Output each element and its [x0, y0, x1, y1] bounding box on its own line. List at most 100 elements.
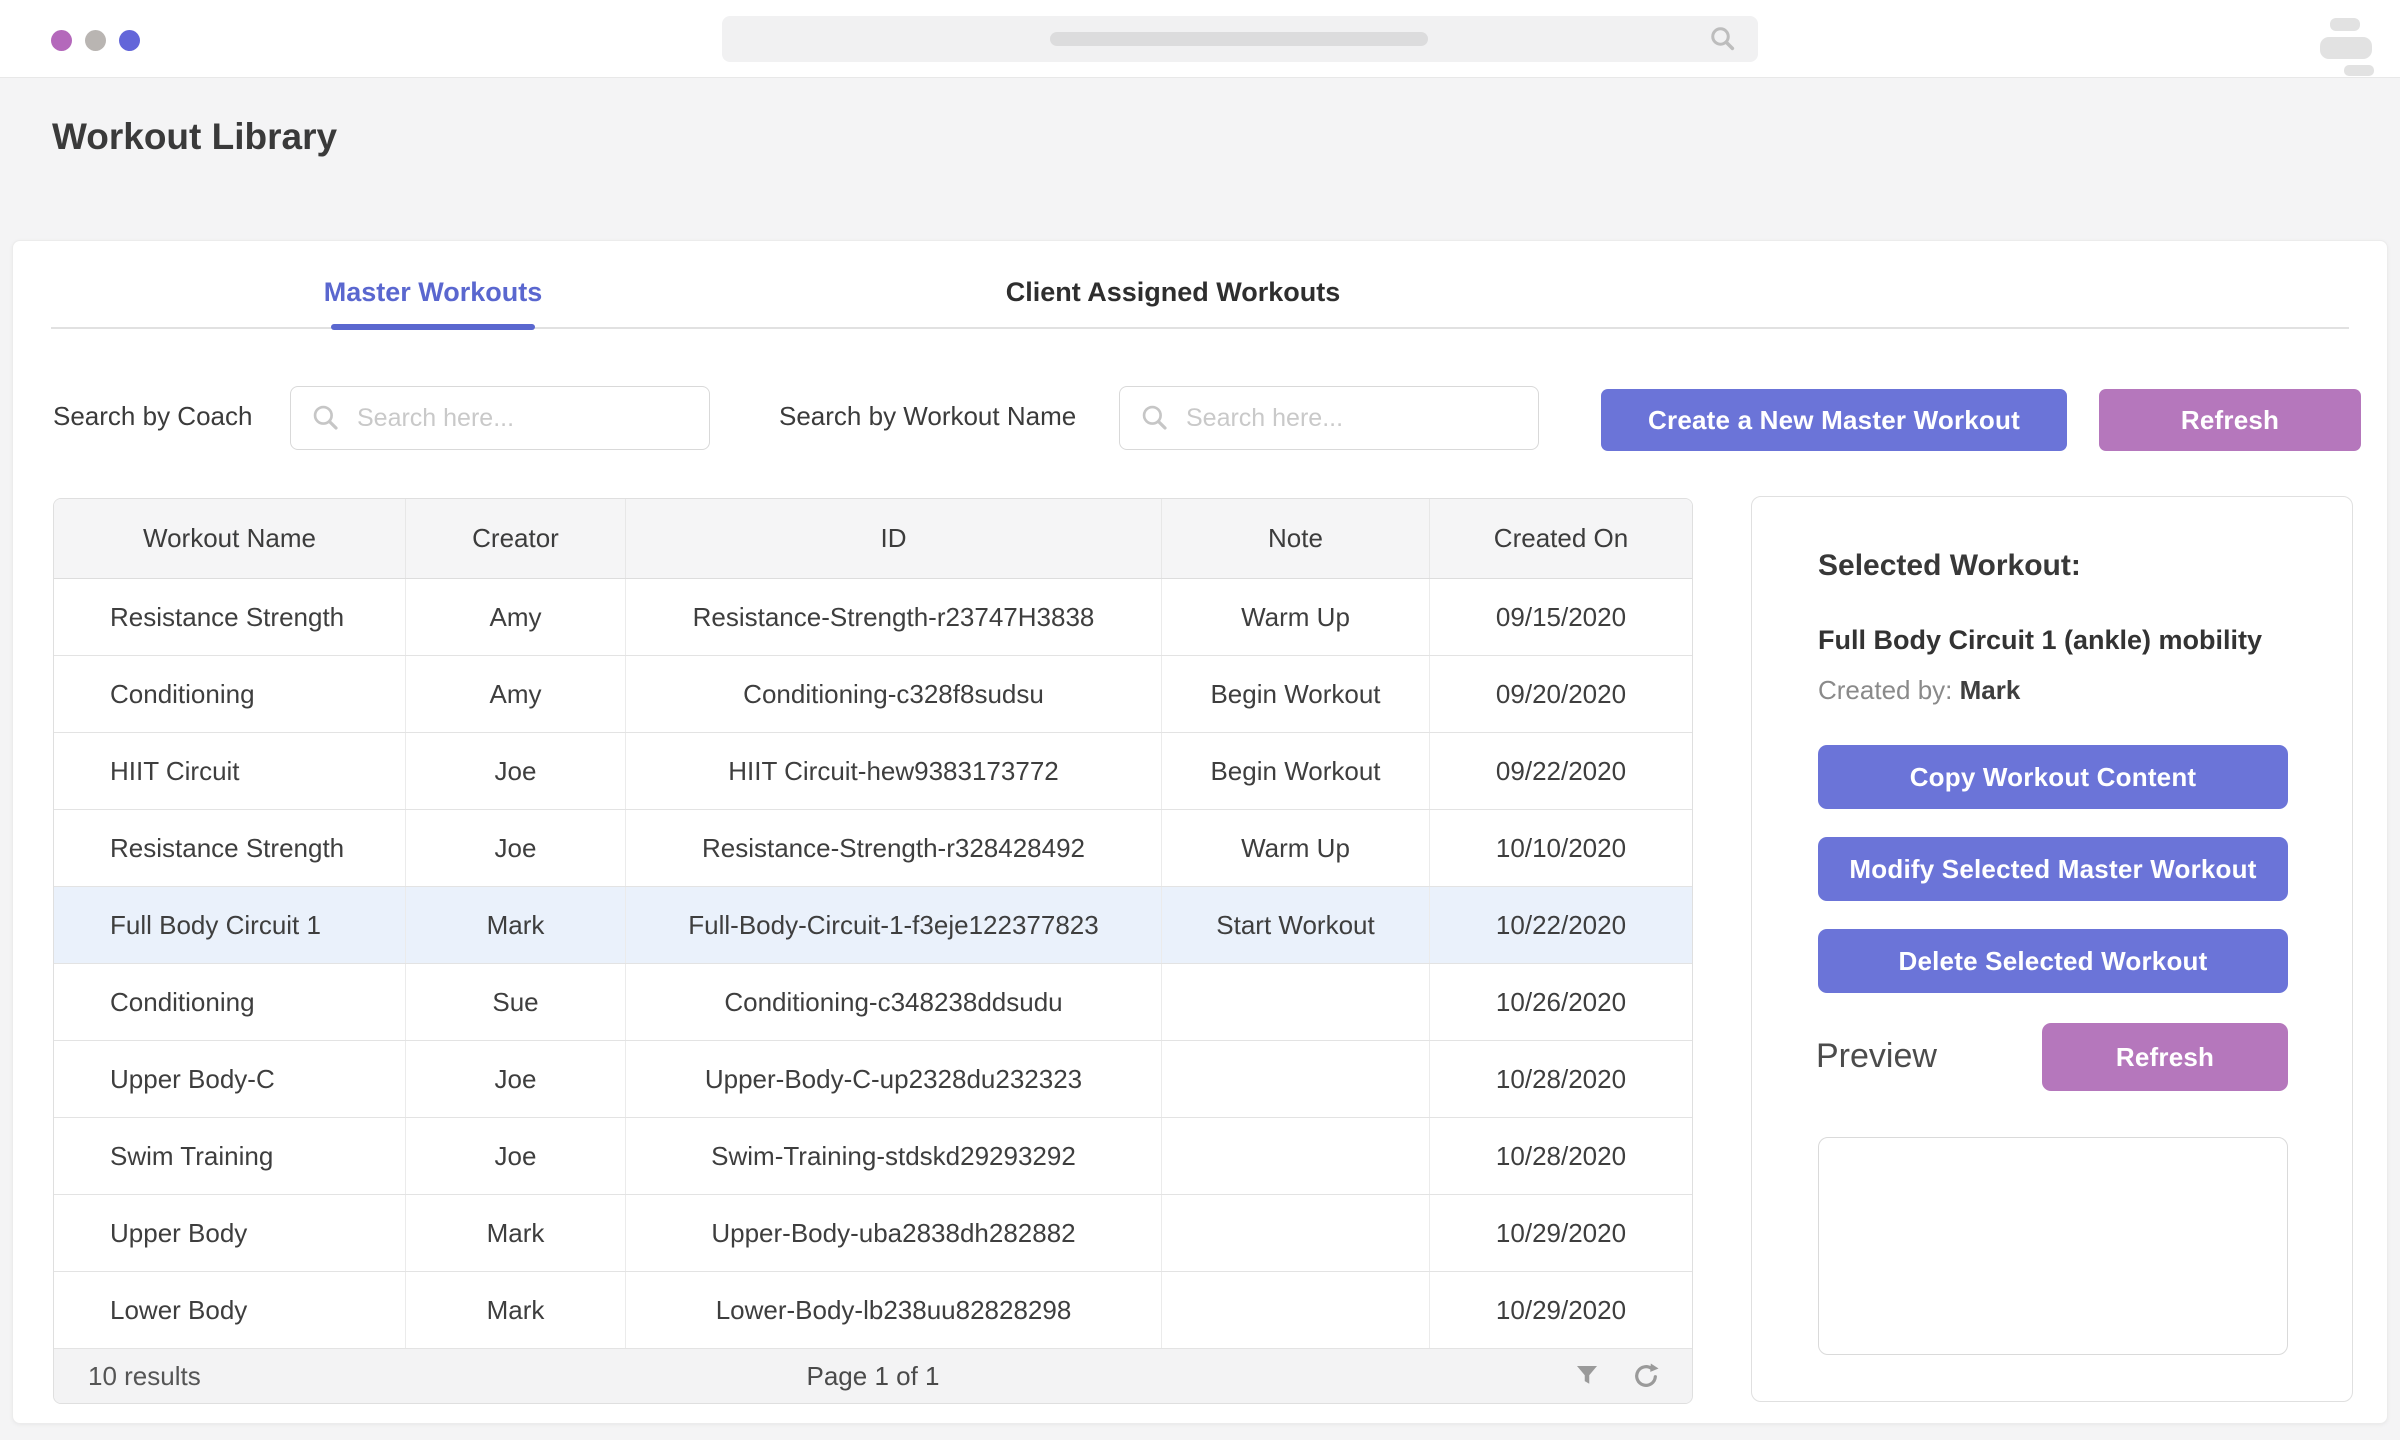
create-master-workout-button[interactable]: Create a New Master Workout: [1601, 389, 2067, 451]
table-cell: Conditioning-c328f8sudsu: [626, 656, 1162, 732]
table-row[interactable]: Lower BodyMarkLower-Body-lb238uu82828298…: [54, 1272, 1692, 1349]
refresh-button[interactable]: Refresh: [2099, 389, 2361, 451]
filter-icon[interactable]: [1572, 1361, 1602, 1391]
search-by-coach-label: Search by Coach: [53, 401, 252, 432]
address-placeholder-bar: [1050, 32, 1428, 46]
table-cell: Lower Body: [54, 1272, 406, 1348]
created-by-label: Created by:: [1818, 675, 1952, 705]
reload-icon[interactable]: [1630, 1360, 1662, 1392]
table-footer: 10 results Page 1 of 1: [54, 1349, 1692, 1403]
menu-bar: [2344, 65, 2374, 76]
tab-master-workouts[interactable]: Master Workouts: [283, 277, 583, 308]
search-icon: [1139, 402, 1171, 439]
window-control-dot-1[interactable]: [51, 30, 72, 51]
table-cell: Conditioning: [54, 964, 406, 1040]
table-row-selected[interactable]: Full Body Circuit 1MarkFull-Body-Circuit…: [54, 887, 1692, 964]
selected-workout-name: Full Body Circuit 1 (ankle) mobility: [1818, 625, 2262, 656]
table-cell: Joe: [406, 1118, 626, 1194]
table-cell: HIIT Circuit-hew9383173772: [626, 733, 1162, 809]
table-cell: Resistance-Strength-r23747H3838: [626, 579, 1162, 655]
column-header: Workout Name: [54, 499, 406, 578]
preview-label: Preview: [1816, 1037, 1937, 1076]
table-row[interactable]: Upper Body-CJoeUpper-Body-C-up2328du2323…: [54, 1041, 1692, 1118]
table-cell: HIIT Circuit: [54, 733, 406, 809]
table-row[interactable]: Upper BodyMarkUpper-Body-uba2838dh282882…: [54, 1195, 1692, 1272]
search-icon: [310, 402, 342, 439]
table-row[interactable]: Swim TrainingJoeSwim-Training-stdskd2929…: [54, 1118, 1692, 1195]
copy-workout-content-button[interactable]: Copy Workout Content: [1818, 745, 2288, 809]
workout-search-box: [1119, 386, 1539, 450]
table-cell: Upper Body-C: [54, 1041, 406, 1117]
table-cell: Resistance Strength: [54, 810, 406, 886]
table-cell: Joe: [406, 1041, 626, 1117]
table-cell: [1162, 1272, 1430, 1348]
table-cell: 10/28/2020: [1430, 1041, 1692, 1117]
table-cell: Full Body Circuit 1: [54, 887, 406, 963]
table-cell: 10/22/2020: [1430, 887, 1692, 963]
table-cell: Resistance-Strength-r328428492: [626, 810, 1162, 886]
page-title: Workout Library: [52, 116, 337, 158]
table-row[interactable]: Resistance StrengthAmyResistance-Strengt…: [54, 579, 1692, 656]
table-cell: 10/29/2020: [1430, 1195, 1692, 1271]
table-cell: Joe: [406, 733, 626, 809]
table-cell: 09/15/2020: [1430, 579, 1692, 655]
search-by-workout-name-label: Search by Workout Name: [779, 401, 1076, 432]
table-cell: [1162, 1118, 1430, 1194]
menu-bar: [2330, 18, 2360, 31]
preview-box: [1818, 1137, 2288, 1355]
workouts-table: Workout NameCreatorIDNoteCreated On Resi…: [53, 498, 1693, 1404]
table-cell: 10/10/2020: [1430, 810, 1692, 886]
menu-icon[interactable]: [2320, 18, 2378, 76]
window-control-dot-3[interactable]: [119, 30, 140, 51]
table-cell: Full-Body-Circuit-1-f3eje122377823: [626, 887, 1162, 963]
workout-library-card: Master Workouts Client Assigned Workouts…: [12, 240, 2388, 1424]
table-cell: Amy: [406, 656, 626, 732]
search-icon: [1708, 24, 1738, 59]
table-row[interactable]: Resistance StrengthJoeResistance-Strengt…: [54, 810, 1692, 887]
table-cell: 10/28/2020: [1430, 1118, 1692, 1194]
table-cell: 10/26/2020: [1430, 964, 1692, 1040]
table-cell: Upper-Body-uba2838dh282882: [626, 1195, 1162, 1271]
results-count: 10 results: [88, 1361, 201, 1392]
table-cell: Joe: [406, 810, 626, 886]
table-cell: [1162, 964, 1430, 1040]
window-control-dot-2[interactable]: [85, 30, 106, 51]
modify-selected-master-workout-button[interactable]: Modify Selected Master Workout: [1818, 837, 2288, 901]
table-cell: Conditioning-c348238ddsudu: [626, 964, 1162, 1040]
table-cell: Upper Body: [54, 1195, 406, 1271]
table-cell: Mark: [406, 1272, 626, 1348]
coach-search-input[interactable]: [290, 386, 710, 450]
table-row[interactable]: ConditioningSueConditioning-c348238ddsud…: [54, 964, 1692, 1041]
workout-name-search-input[interactable]: [1119, 386, 1539, 450]
active-tab-indicator: [331, 324, 535, 330]
column-header: ID: [626, 499, 1162, 578]
table-cell: 09/22/2020: [1430, 733, 1692, 809]
column-header: Created On: [1430, 499, 1692, 578]
table-cell: Conditioning: [54, 656, 406, 732]
selected-workout-panel: Selected Workout: Full Body Circuit 1 (a…: [1751, 496, 2353, 1402]
table-row[interactable]: HIIT CircuitJoeHIIT Circuit-hew938317377…: [54, 733, 1692, 810]
table-cell: Amy: [406, 579, 626, 655]
table-cell: Warm Up: [1162, 579, 1430, 655]
delete-selected-workout-button[interactable]: Delete Selected Workout: [1818, 929, 2288, 993]
table-cell: Mark: [406, 887, 626, 963]
table-cell: 09/20/2020: [1430, 656, 1692, 732]
table-cell: Begin Workout: [1162, 733, 1430, 809]
table-cell: Sue: [406, 964, 626, 1040]
created-by-value: Mark: [1960, 675, 2021, 705]
table-cell: Warm Up: [1162, 810, 1430, 886]
table-cell: Start Workout: [1162, 887, 1430, 963]
table-cell: Mark: [406, 1195, 626, 1271]
table-header-row: Workout NameCreatorIDNoteCreated On: [54, 499, 1692, 579]
table-cell: Resistance Strength: [54, 579, 406, 655]
column-header: Creator: [406, 499, 626, 578]
preview-refresh-button[interactable]: Refresh: [2042, 1023, 2288, 1091]
table-cell: 10/29/2020: [1430, 1272, 1692, 1348]
table-cell: Begin Workout: [1162, 656, 1430, 732]
tab-client-assigned-workouts[interactable]: Client Assigned Workouts: [973, 277, 1373, 308]
table-row[interactable]: ConditioningAmyConditioning-c328f8sudsuB…: [54, 656, 1692, 733]
table-cell: Swim-Training-stdskd29293292: [626, 1118, 1162, 1194]
selected-workout-heading: Selected Workout:: [1818, 549, 2081, 583]
browser-address-bar[interactable]: [722, 16, 1758, 62]
column-header: Note: [1162, 499, 1430, 578]
